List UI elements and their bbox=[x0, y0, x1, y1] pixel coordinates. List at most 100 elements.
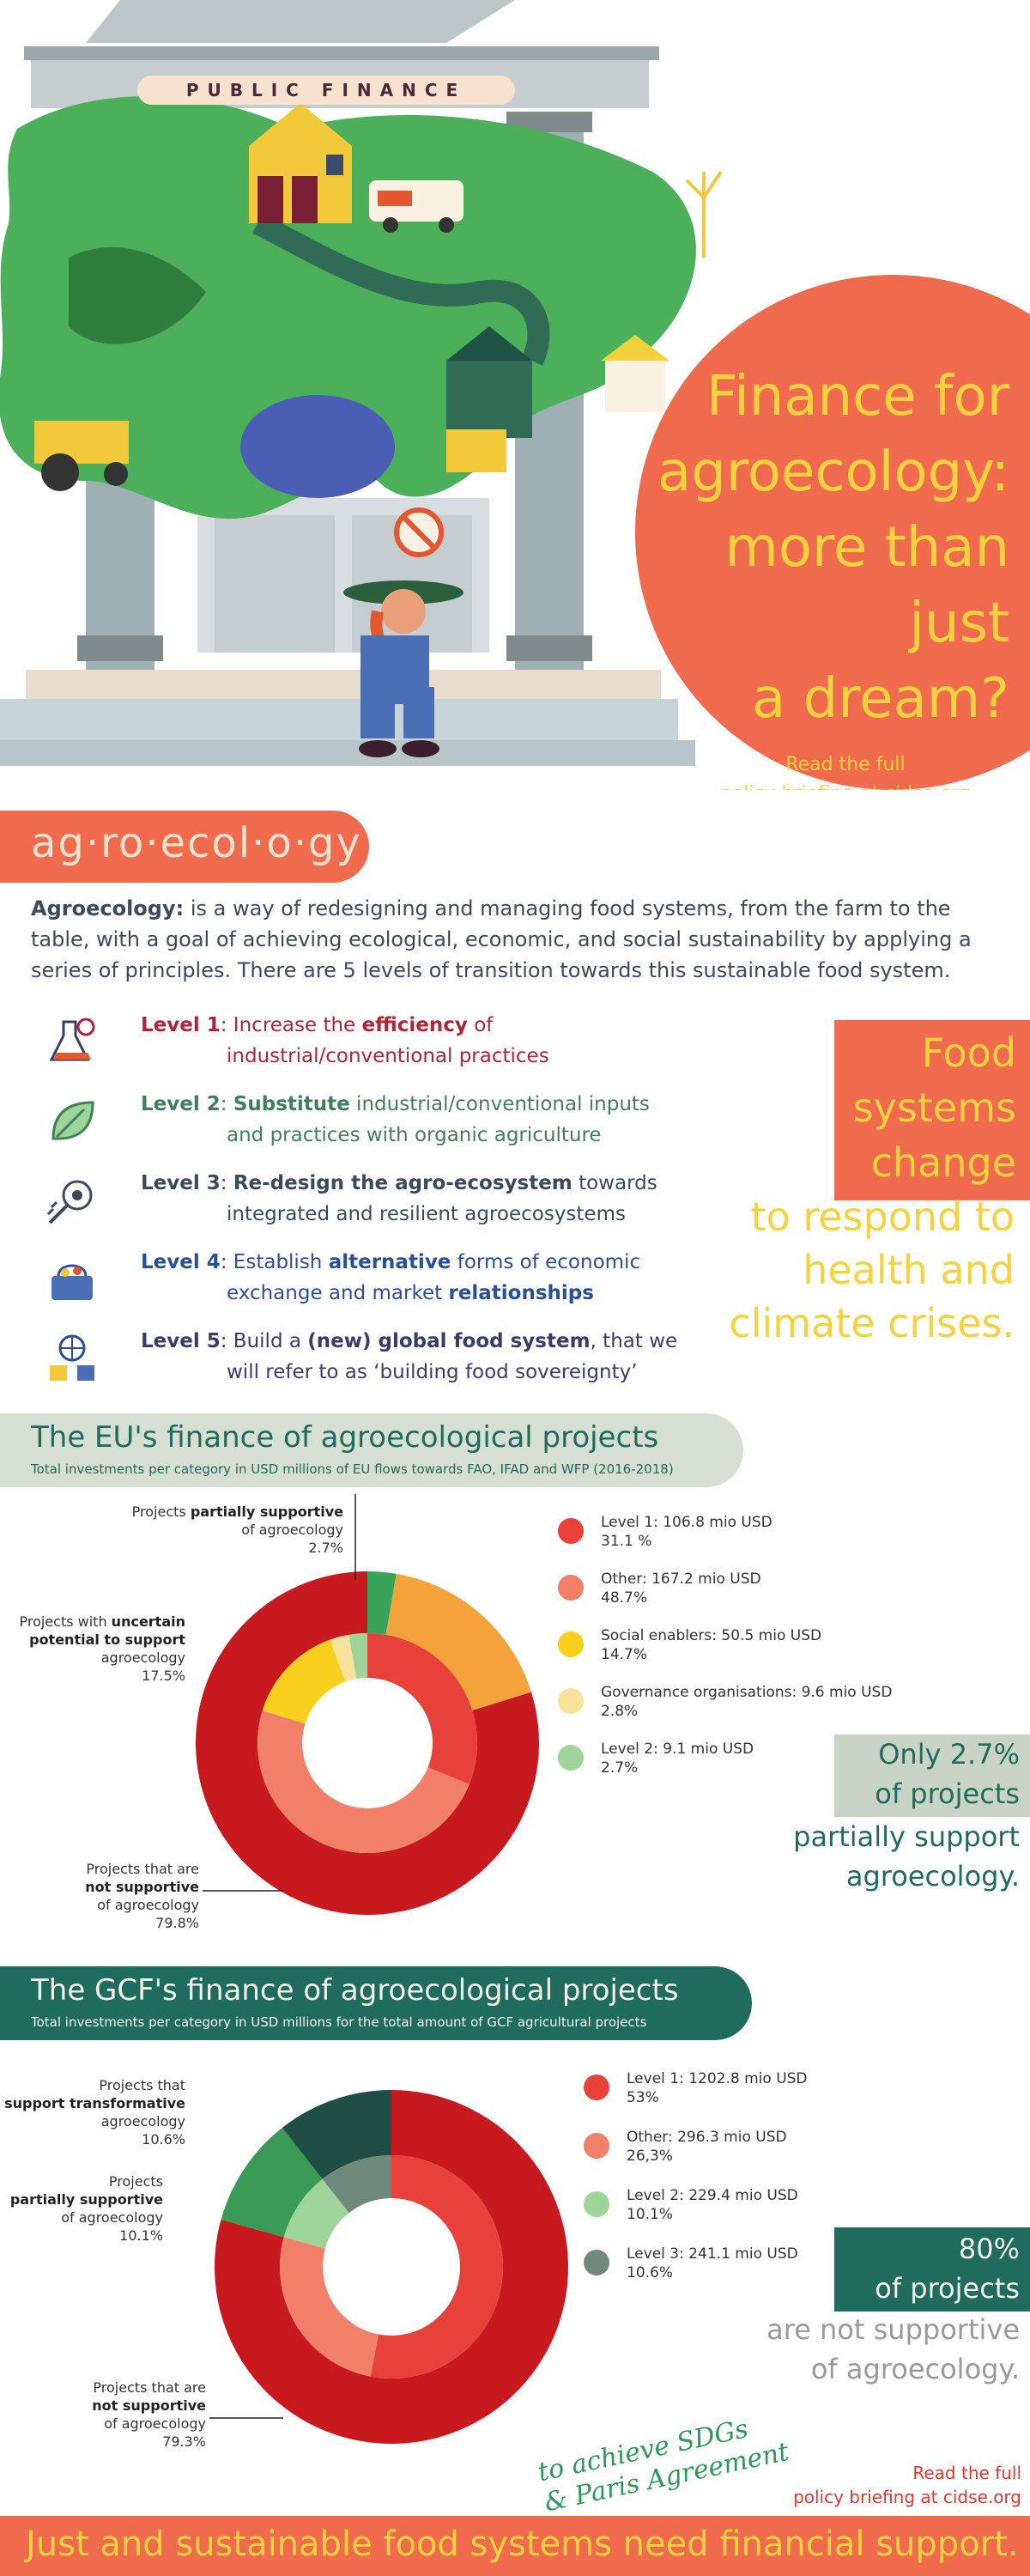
intro-term: Agroecology: bbox=[31, 896, 185, 920]
eu-annotation-not-supportive: Projects that are not supportive of agro… bbox=[0, 1860, 199, 1932]
level-label: Level 5 bbox=[141, 1330, 221, 1352]
legend-item: Level 2: 229.4 mio USD 10.1% bbox=[584, 2186, 944, 2238]
level-text-line2: and practices with organic agriculture bbox=[227, 1124, 602, 1146]
legend-item: Governance organisations: 9.6 mio USD 2.8… bbox=[558, 1683, 918, 1735]
eu-stat-sub-line: agroecology. bbox=[845, 1860, 1020, 1893]
agroecology-heading: ag·ro·ecol·o·gy bbox=[31, 819, 362, 867]
legend-swatch bbox=[558, 1575, 584, 1601]
legend-label: Governance organisations: 9.6 mio USD 2.8… bbox=[601, 1684, 893, 1720]
level-text-bold: efficiency bbox=[361, 1014, 468, 1036]
legend-swatch bbox=[584, 2250, 609, 2275]
eu-stat-sub-line: partially support bbox=[793, 1820, 1020, 1853]
legend-item: Level 1: 1202.8 mio USD 53% bbox=[584, 2069, 944, 2121]
public-finance-sign: PUBLIC FINANCE bbox=[137, 76, 515, 105]
level-text-line2: integrated and resilient agroecosystems bbox=[227, 1203, 626, 1225]
market-basket-icon bbox=[52, 1264, 93, 1300]
level-text-a: : Increase the bbox=[220, 1014, 362, 1036]
level-3-row: Level 3: Re-design the agro-ecosystem to… bbox=[45, 1168, 680, 1236]
ann-text: Projects that are bbox=[86, 1861, 199, 1877]
eu-subtitle: Total investments per category in USD mi… bbox=[31, 1461, 674, 1477]
legend-item: Level 2: 9.1 mio USD 2.7% bbox=[558, 1740, 918, 1791]
level-text-line2: exchange and market relationships bbox=[141, 1278, 690, 1309]
legend-label: Other: 167.2 mio USD 48.7% bbox=[601, 1571, 761, 1607]
footer-cta[interactable]: Read the full policy briefing at cidse.o… bbox=[772, 2461, 1021, 2509]
ann-value: 10.1% bbox=[119, 2227, 163, 2244]
gcf-stat-sub-line: are not supportive bbox=[766, 2313, 1020, 2346]
ann-bold: uncertain bbox=[111, 1613, 185, 1630]
ann-text: Projects bbox=[131, 1504, 191, 1520]
gcf-stat-label: of projects bbox=[875, 2272, 1020, 2305]
gcf-inner-slice bbox=[283, 2178, 349, 2249]
eu-annotation-partial: Projects partially supportive of agroeco… bbox=[86, 1503, 343, 1557]
ann-text: Projects with bbox=[19, 1613, 112, 1630]
footer-slogan: Just and sustainable food systems need f… bbox=[26, 2524, 1019, 2564]
level-text-bold: alternative bbox=[328, 1251, 451, 1273]
legend-item: Level 3: 241.1 mio USD 10.6% bbox=[584, 2245, 944, 2296]
eu-section-header: The EU's finance of agroecological proje… bbox=[0, 1413, 743, 1487]
food-box-line: Food bbox=[921, 1030, 1016, 1076]
legend-swatch bbox=[558, 1518, 584, 1544]
eu-inner-slice bbox=[258, 1710, 470, 1853]
eu-donut-chart bbox=[195, 1494, 539, 1915]
eu-inner-slice bbox=[262, 1639, 346, 1724]
hero-title-line: a dream? bbox=[752, 667, 1009, 731]
gcf-stat-sub-line: of agroecology. bbox=[810, 2353, 1020, 2385]
eu-outer-slice bbox=[367, 1571, 397, 1635]
ann-text: of agroecology bbox=[104, 2415, 206, 2432]
level-text-a: : bbox=[220, 1172, 233, 1194]
hero-title-line: more than bbox=[724, 516, 1009, 580]
ann-text: Projects that bbox=[99, 2077, 185, 2093]
agroecology-intro: Agroecology: is a way of redesigning and… bbox=[31, 893, 1001, 986]
intro-text: is a way of redesigning and managing foo… bbox=[31, 896, 972, 982]
leaf-icon bbox=[52, 1101, 94, 1140]
ann-bold: partially supportive bbox=[190, 1504, 343, 1520]
legend-label: Other: 296.3 mio USD 26,3% bbox=[627, 2129, 787, 2165]
level-1-row: Level 1: Increase the efficiency of indu… bbox=[45, 1010, 680, 1078]
legend-label: Level 2: 9.1 mio USD 2.7% bbox=[601, 1741, 754, 1777]
legend-item: Other: 296.3 mio USD 26,3% bbox=[584, 2128, 944, 2179]
food-systems-change-box: Food systems change bbox=[834, 1020, 1030, 1200]
hero-title-line: agroecology: bbox=[657, 440, 1009, 504]
level-label: Level 1 bbox=[141, 1014, 221, 1036]
level-text-b: towards bbox=[572, 1172, 657, 1194]
legend-swatch bbox=[558, 1688, 584, 1714]
ann-text: of agroecology bbox=[97, 1897, 199, 1913]
ann-value: 2.7% bbox=[308, 1540, 343, 1556]
gcf-outer-slice bbox=[221, 2128, 323, 2238]
ann-text: Projects bbox=[108, 2173, 163, 2190]
eu-annotation-uncertain: Projects with uncertain potential to sup… bbox=[0, 1613, 185, 1685]
ann-value: 79.8% bbox=[155, 1915, 199, 1931]
food-sub-line: health and bbox=[803, 1247, 1015, 1293]
ann-text: Projects that are bbox=[93, 2379, 206, 2396]
agroecology-heading-pill: ag·ro·ecol·o·gy bbox=[0, 811, 369, 883]
level-text-a: : Build a bbox=[220, 1330, 308, 1352]
gcf-section-header: The GCF's finance of agroecological proj… bbox=[0, 1966, 752, 2040]
food-sub-line: climate crises. bbox=[729, 1300, 1015, 1346]
hero-cta-link[interactable]: policy briefing at cidse.org bbox=[678, 780, 1013, 790]
footer-bar: Just and sustainable food systems need f… bbox=[0, 2516, 1030, 2576]
ann-bold: not supportive bbox=[92, 2397, 206, 2414]
legend-item: Social enablers: 50.5 mio USD 14.7% bbox=[558, 1626, 918, 1678]
gcf-inner-slice bbox=[279, 2237, 379, 2377]
eu-inner-slice bbox=[348, 1633, 367, 1680]
eu-inner-slice bbox=[367, 1633, 477, 1784]
eu-outer-slice bbox=[195, 1571, 539, 1915]
gcf-outer-slice bbox=[215, 2090, 569, 2444]
footer-cta-link[interactable]: policy briefing at cidse.org bbox=[793, 2487, 1021, 2507]
legend-item: Level 1: 106.8 mio USD 31.1 % bbox=[558, 1513, 918, 1564]
level-label: Level 4 bbox=[141, 1251, 221, 1273]
gcf-title: The GCF's finance of agroecological proj… bbox=[31, 1973, 679, 2008]
eu-stat-subtext: partially support agroecology. bbox=[676, 1817, 1020, 1896]
hero-cta[interactable]: Read the full policy briefing at cidse.o… bbox=[678, 750, 1013, 790]
eu-outer-slice bbox=[385, 1573, 531, 1710]
ann-text: agroecology bbox=[100, 2113, 185, 2129]
legend-swatch bbox=[584, 2133, 609, 2159]
legend-label: Level 1: 1202.8 mio USD 53% bbox=[627, 2070, 808, 2106]
level-text-b: of bbox=[467, 1014, 494, 1036]
gcf-inner-slice bbox=[322, 2155, 391, 2214]
level-5-row: Level 5: Build a (new) global food syste… bbox=[45, 1326, 680, 1394]
eu-inner-slice bbox=[330, 1634, 357, 1682]
ann-text: of agroecology bbox=[241, 1522, 343, 1538]
food-systems-subtext: to respond to health and climate crises. bbox=[654, 1190, 1015, 1350]
level-text-a: : Establish bbox=[220, 1251, 329, 1273]
